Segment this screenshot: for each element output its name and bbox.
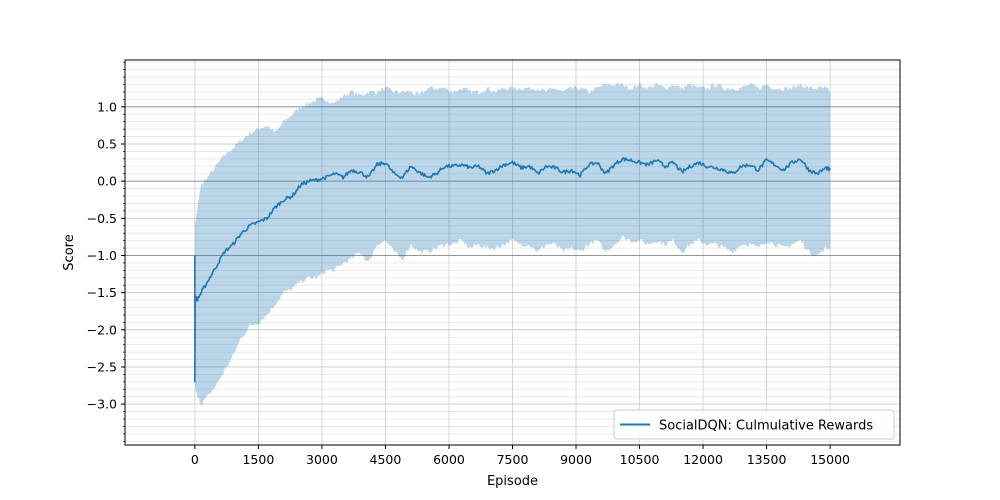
legend: SocialDQN: Culmulative Rewards [613,409,895,440]
x-tick-label: 9000 [560,452,592,467]
x-tick-label: 3000 [306,452,338,467]
y-tick-label: −1.0 [87,248,117,263]
x-tick-label: 13500 [747,452,787,467]
y-tick-label: −1.5 [87,285,117,300]
x-tick-label: 12000 [683,452,723,467]
x-tick-label: 4500 [370,452,402,467]
x-tick-label: 10500 [620,452,660,467]
y-tick-label: −2.0 [87,322,117,337]
y-tick-label: 1.0 [97,99,117,114]
confidence-bands [194,82,831,406]
x-tick-label: 1500 [242,452,274,467]
legend-label: SocialDQN: Culmulative Rewards [659,419,873,434]
series-lines [194,157,831,383]
y-tick-label: −0.5 [87,211,117,226]
y-tick-label: −2.5 [87,359,117,374]
x-tick-label: 15000 [810,452,850,467]
x-axis-ticks: 0 1500 3000 4500 6000 7500 9000 10500 12000 13500… [191,445,850,467]
grid-lines [125,60,900,445]
x-tick-label: 0 [191,452,199,467]
y-axis-label: Score [62,234,77,270]
confidence-band [194,82,831,406]
y-axis-ticks: −3.0 −2.5 −2.0 −1.5 −1.0 −0.5 0.0 0.5 1.0 [87,61,125,442]
series-line [194,157,831,383]
legend-box [613,409,895,440]
x-tick-label: 6000 [433,452,465,467]
y-tick-label: 0.5 [97,136,117,151]
x-axis-label: Episode [487,474,538,489]
x-tick-label: 7500 [497,452,529,467]
y-tick-label: −3.0 [87,397,117,412]
y-tick-label: 0.0 [97,174,117,189]
